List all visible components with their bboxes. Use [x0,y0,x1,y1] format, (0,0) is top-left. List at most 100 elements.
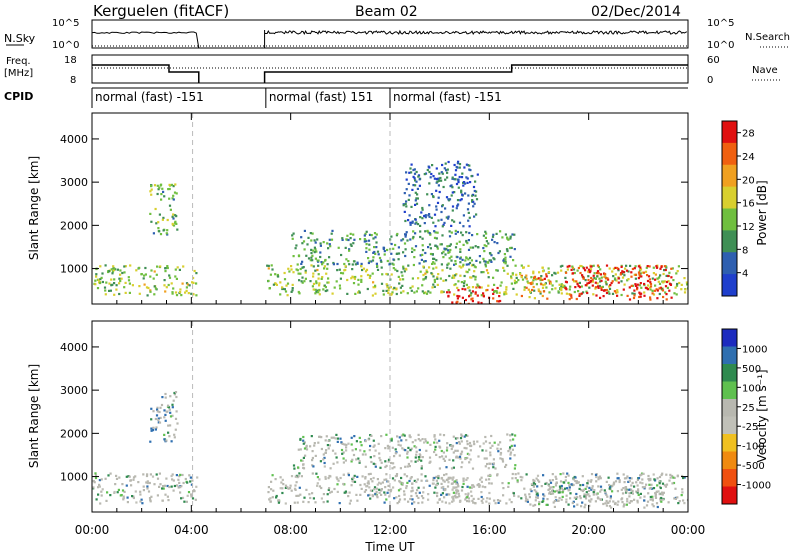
scatter-cell [150,269,153,272]
scatter-cell [452,497,455,501]
scatter-cell [562,472,565,475]
scatter-cell [392,267,395,270]
scatter-cell [436,501,439,504]
scatter-cell [348,491,351,494]
scatter-cell [535,490,538,493]
scatter-cell [468,453,471,456]
scatter-cell [487,276,490,279]
scatter-cell [456,297,459,300]
scatter-cell [524,500,527,503]
scatter-cell [547,279,550,282]
scatter-cell [353,435,356,438]
scatter-cell [95,275,98,278]
scatter-cell [521,278,525,281]
scatter-cell [167,406,171,409]
scatter-cell [408,465,411,468]
scatter-cell [309,232,312,235]
scatter-cell [511,272,514,275]
freq-line [92,64,688,83]
scatter-cell [390,461,393,465]
scatter-cell [668,479,671,482]
colorbar-tick-label: -500 [742,461,765,472]
scatter-cell [317,259,320,262]
scatter-cell [500,281,503,284]
scatter-cell [564,479,567,482]
scatter-cell [364,440,367,443]
scatter-cell [155,414,159,417]
scatter-cell [130,484,133,487]
scatter-cell [415,170,418,174]
scatter-cell [605,283,608,286]
scatter-cell [638,274,641,277]
scatter-cell [174,417,178,420]
scatter-cell [408,171,411,174]
scatter-cell [643,294,646,297]
scatter-cell [153,270,156,273]
scatter-cell [412,230,415,233]
scatter-cell [635,481,638,484]
scatter-cell [510,501,513,504]
scatter-cell [593,277,596,280]
scatter-cell [554,287,557,290]
scatter-cell [329,491,332,494]
scatter-cell [150,220,153,223]
scatter-cell [658,493,661,496]
scatter-cell [301,276,304,279]
scatter-cell [355,440,358,443]
scatter-cell [191,497,195,500]
scatter-cell [318,288,321,292]
scatter-cell [540,275,543,278]
scatter-cell [418,184,421,187]
scatter-cell [272,283,275,286]
scatter-cell [629,500,632,503]
colorbar-tick-label: -1000 [742,481,771,492]
scatter-cell [315,280,318,283]
colorbar-tick-label: 12 [742,222,755,233]
scatter-cell [122,496,125,500]
scatter-cell [314,454,317,457]
scatter-cell [460,440,463,443]
scatter-cell [421,284,424,287]
scatter-cell [463,435,466,438]
scatter-cell [549,486,552,489]
scatter-cell [578,286,581,289]
scatter-cell [447,249,450,252]
cpid-segment-label: normal (fast) -151 [393,90,502,104]
scatter-cell [457,203,460,206]
scatter-cell [369,489,372,492]
scatter-cell [318,284,321,287]
scatter-cell [271,268,274,271]
scatter-cell [129,264,132,267]
scatter-cell [434,225,437,228]
scatter-cell [623,503,626,506]
scatter-cell [332,436,335,439]
scatter-cell [369,472,372,475]
scatter-cell [323,465,326,468]
scatter-cell [510,275,513,278]
scatter-cell [341,237,344,240]
scatter-cell [451,219,454,222]
scatter-cell [623,274,626,277]
scatter-cell [432,195,435,199]
scatter-cell [288,270,291,273]
scatter-cell [388,495,391,498]
scatter-cell [412,235,415,239]
scatter-cell [271,474,274,477]
scatter-cell [587,275,590,278]
scatter-cell [472,501,475,504]
scatter-cell [143,274,146,277]
scatter-cell [382,247,385,250]
scatter-cell [541,500,544,503]
nsky-line [91,31,200,49]
scatter-cell [596,497,599,500]
scatter-cell [457,181,460,184]
scatter-cell [555,481,558,484]
scatter-cell [323,265,326,268]
scatter-cell [156,477,160,480]
scatter-cell [617,477,620,480]
scatter-cell [171,414,174,417]
scatter-cell [564,287,567,290]
scatter-cell [342,482,345,486]
scatter-cell [386,491,389,494]
scatter-cell [528,493,531,496]
